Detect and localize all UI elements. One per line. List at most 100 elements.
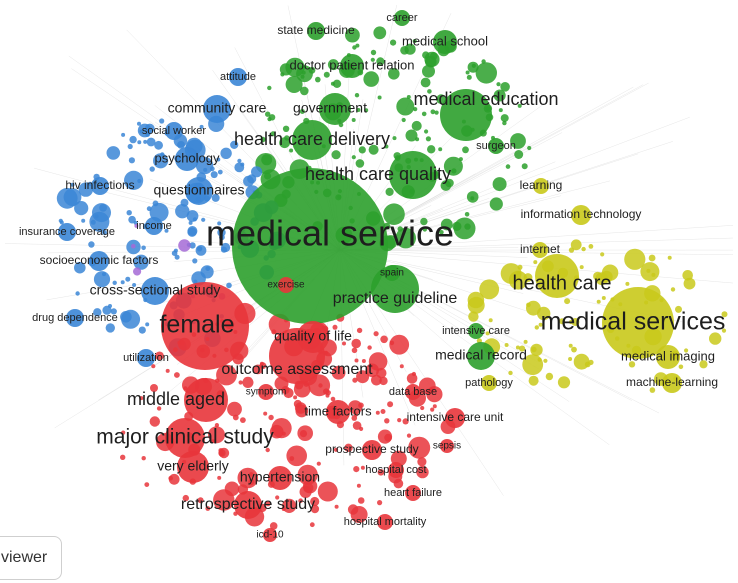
label-medical-school[interactable]: medical school xyxy=(402,33,488,48)
label-pathology[interactable]: pathology xyxy=(465,377,513,389)
node-income[interactable] xyxy=(145,217,163,235)
node-hospital-cost[interactable] xyxy=(388,462,404,478)
node-very-elderly[interactable] xyxy=(177,451,209,483)
node-medical-education[interactable] xyxy=(440,89,492,141)
node-intensive-care[interactable] xyxy=(468,323,484,339)
node-time-factors[interactable] xyxy=(326,400,350,424)
label-female[interactable]: female xyxy=(159,311,234,339)
label-exercise[interactable]: exercise xyxy=(267,280,305,291)
node-government[interactable] xyxy=(319,93,351,125)
label-major-clinical-study[interactable]: major clinical study xyxy=(96,426,274,449)
node-major-clinical-study[interactable] xyxy=(165,418,205,458)
label-sepsis[interactable]: sepsis xyxy=(433,441,461,452)
label-medical-imaging[interactable]: medical imaging xyxy=(621,348,715,363)
label-health-care-quality[interactable]: health care quality xyxy=(305,164,451,184)
label-hiv-infections[interactable]: hiv infections xyxy=(65,178,134,192)
node-social-worker[interactable] xyxy=(165,122,183,140)
label-information-technology[interactable]: information technology xyxy=(521,207,642,221)
node-sepsis[interactable] xyxy=(440,439,454,453)
node-psychology[interactable] xyxy=(175,147,199,171)
label-health-care-delivery[interactable]: health care delivery xyxy=(234,129,390,149)
node-pathology[interactable] xyxy=(481,375,497,391)
node-medical-services[interactable] xyxy=(602,287,674,359)
label-medical-record[interactable]: medical record xyxy=(435,347,527,363)
node-retrospective-study[interactable] xyxy=(234,491,262,519)
node-health-care-delivery[interactable] xyxy=(292,120,332,160)
label-medical-education[interactable]: medical education xyxy=(413,89,558,109)
node-health-care-quality[interactable] xyxy=(389,151,437,199)
label-intensive-care-unit[interactable]: intensive care unit xyxy=(407,410,504,424)
label-drug-dependence[interactable]: drug dependence xyxy=(32,312,118,324)
label-middle-aged[interactable]: middle aged xyxy=(127,389,225,409)
label-very-elderly[interactable]: very elderly xyxy=(157,458,229,474)
node-drug-dependence[interactable] xyxy=(66,309,84,327)
label-attitude[interactable]: attitude xyxy=(220,71,256,83)
label-data-base[interactable]: data base xyxy=(389,386,437,398)
label-government[interactable]: government xyxy=(293,100,367,116)
label-insurance-coverage[interactable]: insurance coverage xyxy=(19,226,115,238)
label-symptom[interactable]: symptom xyxy=(246,387,287,398)
label-cross-sectional-study[interactable]: cross-sectional study xyxy=(90,282,221,298)
node-surgeon[interactable] xyxy=(488,138,504,154)
node-icd-10[interactable] xyxy=(263,528,277,542)
label-learning[interactable]: learning xyxy=(520,178,563,192)
label-time-factors[interactable]: time factors xyxy=(304,403,372,418)
node-prospective-study[interactable] xyxy=(362,440,382,460)
label-state-medicine[interactable]: state medicine xyxy=(277,23,355,37)
label-socioeconomic-factors[interactable]: socioeconomic factors xyxy=(40,253,159,267)
node-machine-learning[interactable] xyxy=(662,373,682,393)
label-prospective-study[interactable]: prospective study xyxy=(325,442,418,456)
label-health-care[interactable]: health care xyxy=(513,272,612,294)
node-heart-failure[interactable] xyxy=(405,485,421,501)
node-learning[interactable] xyxy=(533,178,549,194)
node-data-base[interactable] xyxy=(405,384,421,400)
node-spain[interactable] xyxy=(384,265,400,281)
label-doctor-patient-relation[interactable]: doctor patient relation xyxy=(289,57,414,72)
node-exercise[interactable] xyxy=(278,277,294,293)
node-information-technology[interactable] xyxy=(571,205,591,225)
node-quality-of-life[interactable] xyxy=(297,321,329,353)
label-heart-failure[interactable]: heart failure xyxy=(384,487,442,499)
node-medical-school[interactable] xyxy=(433,30,457,54)
node-health-care[interactable] xyxy=(535,254,579,298)
node-hiv-infections[interactable] xyxy=(91,177,109,195)
label-community-care[interactable]: community care xyxy=(168,100,267,116)
node-utilization[interactable] xyxy=(137,349,155,367)
node-socioeconomic-factors[interactable] xyxy=(89,251,109,271)
label-hospital-mortality[interactable]: hospital mortality xyxy=(344,516,427,528)
label-retrospective-study[interactable]: retrospective study xyxy=(181,496,315,513)
label-psychology[interactable]: psychology xyxy=(154,150,220,165)
node-practice-guideline[interactable] xyxy=(371,265,419,313)
label-questionnaires[interactable]: questionnaires xyxy=(153,182,244,198)
label-outcome-assessment[interactable]: outcome assessment xyxy=(221,361,373,378)
node-female[interactable] xyxy=(161,282,249,370)
label-income[interactable]: income xyxy=(136,220,171,232)
node-hypertension[interactable] xyxy=(268,466,292,490)
node-doctor-patient-relation[interactable] xyxy=(340,54,364,78)
label-hospital-cost[interactable]: hospital cost xyxy=(365,464,426,476)
node-internet[interactable] xyxy=(532,242,548,258)
node-middle-aged[interactable] xyxy=(184,378,228,422)
label-hypertension[interactable]: hypertension xyxy=(240,469,320,485)
label-internet[interactable]: internet xyxy=(520,242,561,256)
node-state-medicine[interactable] xyxy=(307,22,325,40)
label-career[interactable]: career xyxy=(386,12,418,24)
node-insurance-coverage[interactable] xyxy=(58,223,76,241)
node-cross-sectional-study[interactable] xyxy=(141,277,169,305)
label-social-worker[interactable]: social worker xyxy=(142,125,207,137)
label-surgeon[interactable]: surgeon xyxy=(476,140,516,152)
node-attitude[interactable] xyxy=(229,68,247,86)
node-community-care[interactable] xyxy=(203,95,231,123)
label-practice-guideline[interactable]: practice guideline xyxy=(333,290,458,307)
node-hospital-mortality[interactable] xyxy=(377,514,393,530)
label-machine-learning[interactable]: machine-learning xyxy=(626,375,718,389)
node-medical-imaging[interactable] xyxy=(656,345,680,369)
node-intensive-care-unit[interactable] xyxy=(445,408,465,428)
label-icd-10[interactable]: icd-10 xyxy=(256,530,284,541)
node-questionnaires[interactable] xyxy=(185,177,213,205)
label-intensive-care[interactable]: intensive care xyxy=(442,325,510,337)
node-symptom[interactable] xyxy=(258,384,274,400)
label-medical-service[interactable]: medical service xyxy=(206,213,454,254)
node-medical-service[interactable] xyxy=(232,168,388,324)
viewer-button[interactable]: viewer xyxy=(0,536,63,580)
